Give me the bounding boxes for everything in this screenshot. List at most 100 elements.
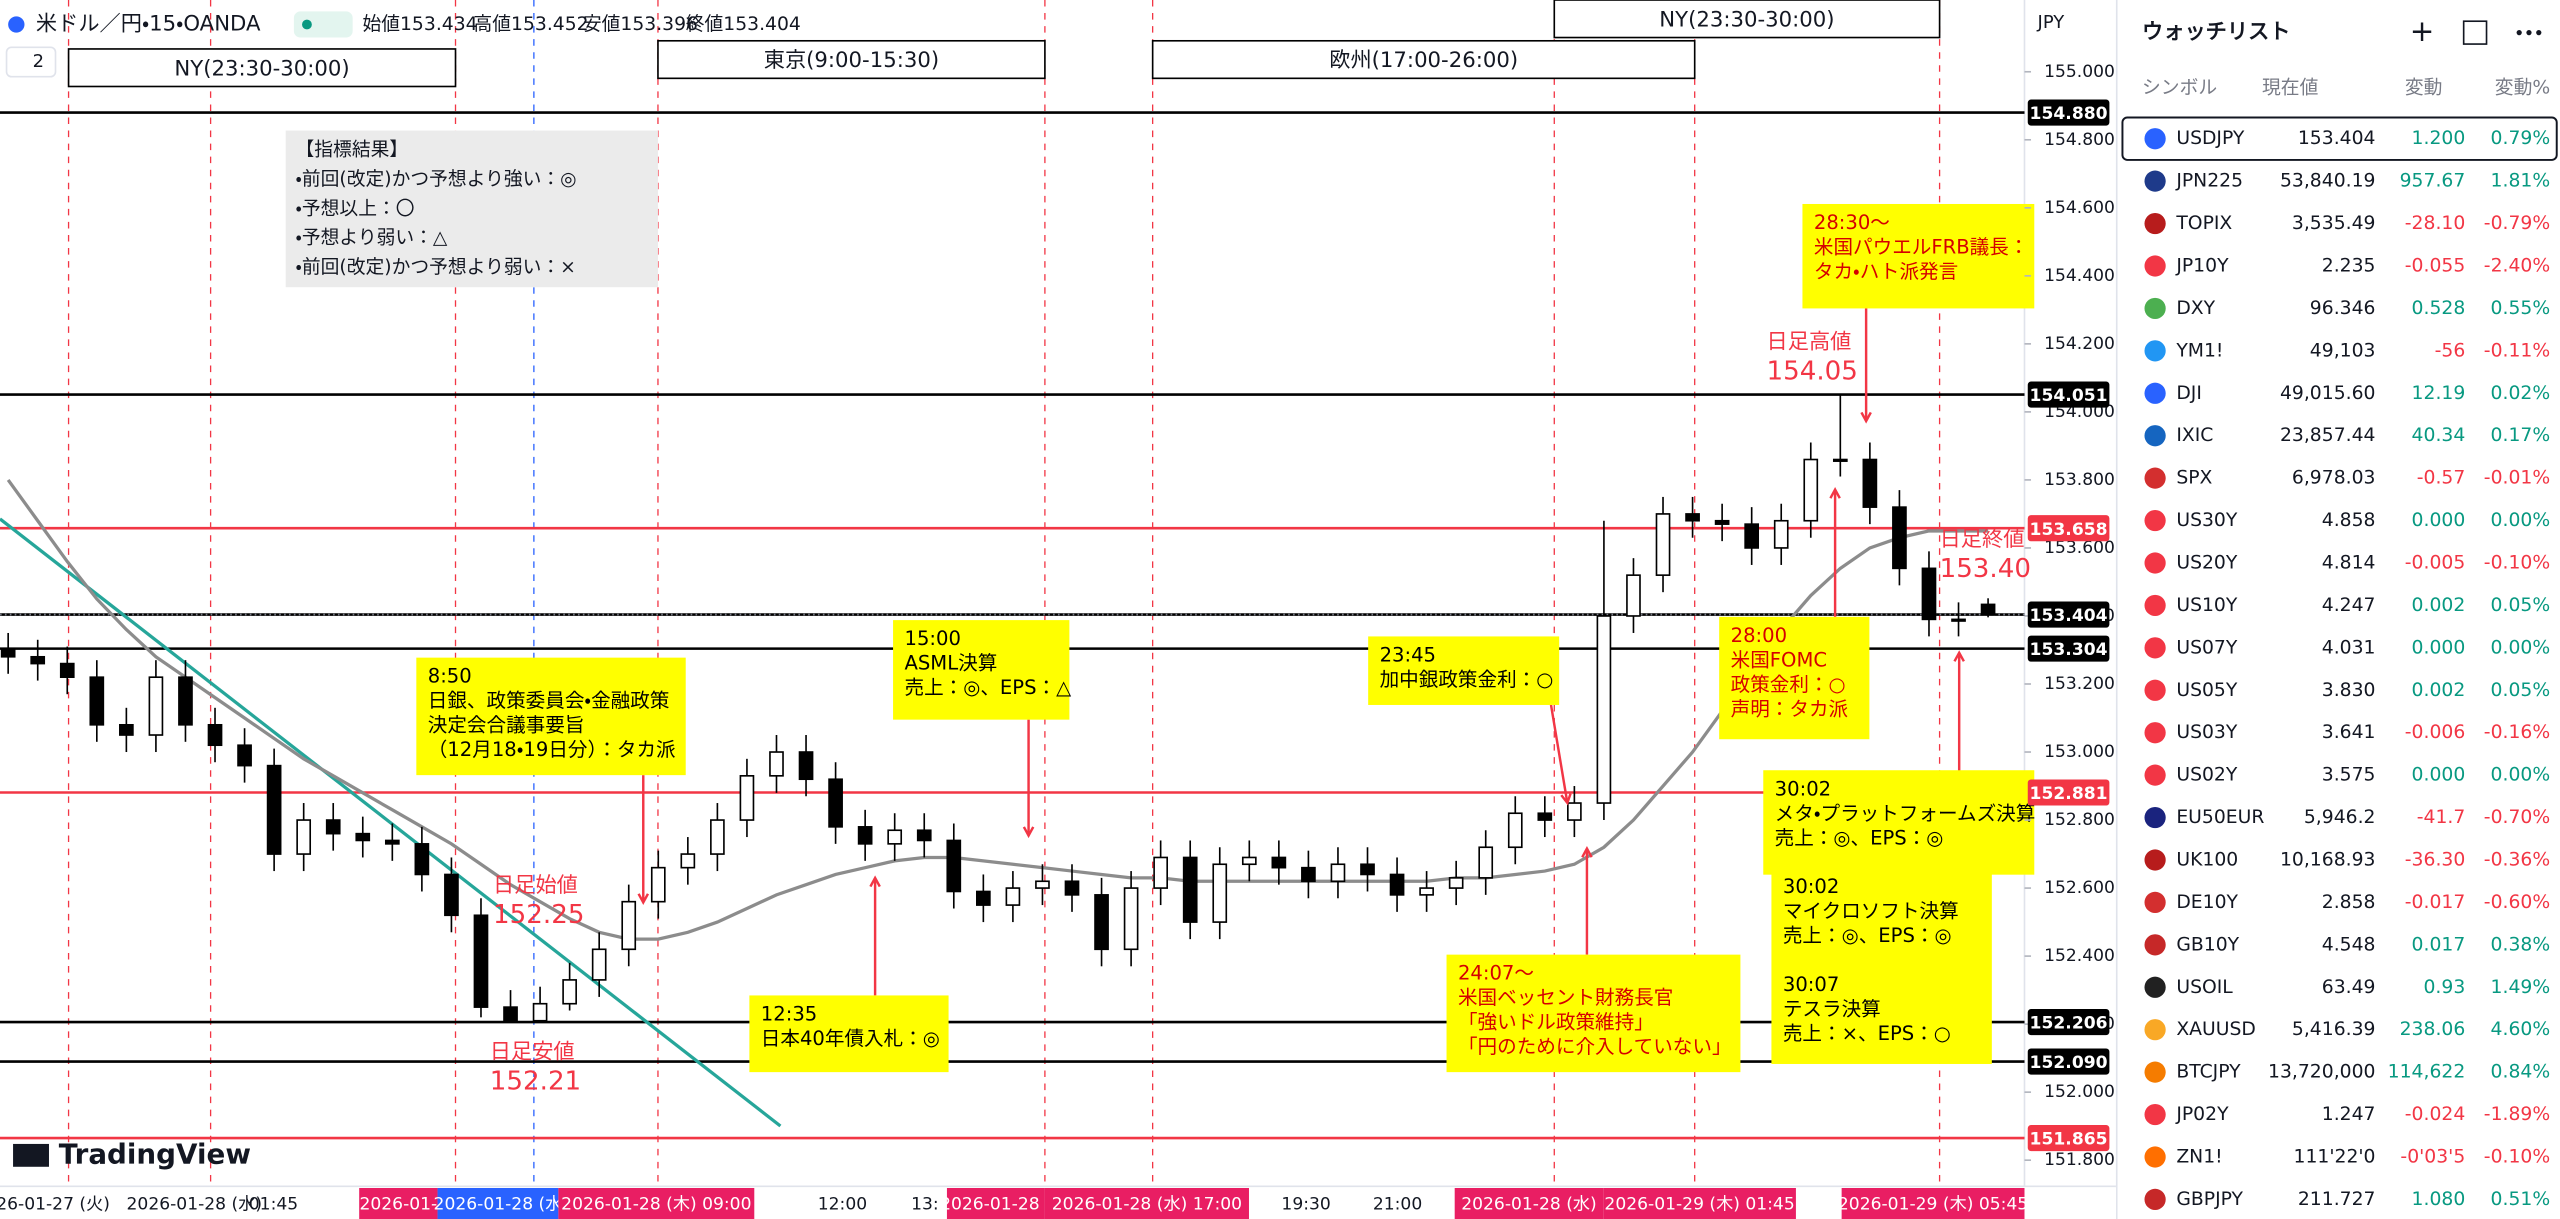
watch-change-pct: -0.79%	[2484, 213, 2550, 234]
symbol-logo	[2144, 976, 2166, 998]
watch-change-pct: 0.00%	[2491, 637, 2551, 658]
watch-symbol[interactable]: USOIL	[2176, 977, 2233, 998]
watchlist-title[interactable]: ウォッチリスト	[2142, 20, 2290, 45]
annotation-text: タカ・ハト派発言	[1814, 260, 1958, 283]
layout-button[interactable]	[5, 46, 57, 78]
ohlc-value: 高値153.452	[473, 13, 588, 35]
y-tick-label: 154.600	[2044, 198, 2115, 218]
candle-body	[1389, 873, 1405, 896]
watch-symbol[interactable]: JP10Y	[2175, 255, 2229, 276]
watch-change: -0.006	[2405, 722, 2466, 743]
watch-symbol[interactable]: UK100	[2176, 849, 2238, 870]
status-dot	[302, 19, 312, 30]
arrow-head	[637, 893, 650, 905]
watch-symbol[interactable]: US03Y	[2176, 722, 2238, 743]
day-label-value: 152.25	[493, 900, 584, 930]
watch-price: 1.247	[2322, 1104, 2376, 1125]
watch-change-pct: -0.70%	[2484, 807, 2550, 828]
candle-body	[444, 873, 459, 917]
ohlc-value: 始値153.434	[362, 13, 477, 35]
watch-symbol[interactable]: US02Y	[2176, 765, 2238, 786]
symbol-logo	[2144, 467, 2166, 489]
time-label: 19:30	[1281, 1194, 1330, 1214]
watch-symbol[interactable]: GB10Y	[2176, 934, 2239, 955]
brand-mark	[13, 1143, 49, 1167]
watch-symbol[interactable]: USDJPY	[2176, 128, 2245, 149]
menu-dot[interactable]	[2526, 30, 2532, 36]
watch-symbol[interactable]: XAUUSD	[2176, 1019, 2256, 1040]
annotation-text: 24:07～	[1458, 962, 1534, 985]
candle-body	[0, 649, 16, 658]
watch-symbol[interactable]: US30Y	[2176, 510, 2238, 531]
session-box	[1151, 39, 1696, 80]
layout-icon[interactable]	[2462, 20, 2488, 45]
candle-body	[1567, 802, 1582, 821]
watch-symbol[interactable]: SPX	[2176, 468, 2212, 489]
price-tag	[2027, 381, 2110, 408]
price-tag-label: 153.304	[2030, 640, 2108, 660]
symbol-logo	[2144, 382, 2166, 404]
watch-price: 5,946.2	[2304, 807, 2376, 828]
watch-symbol[interactable]: US20Y	[2176, 552, 2238, 573]
watch-symbol[interactable]: YM1!	[2175, 340, 2223, 361]
menu-dot[interactable]	[2536, 30, 2542, 36]
y-tick-label: 153.000	[2044, 742, 2115, 762]
watch-price: 10,168.93	[2280, 849, 2376, 870]
price-tag	[2027, 635, 2110, 662]
watch-change-pct: 4.60%	[2491, 1019, 2551, 1040]
candle-body	[887, 829, 903, 845]
watch-symbol[interactable]: DE10Y	[2176, 892, 2238, 913]
time-label: 2026-01-29 (木) 05:45	[1838, 1194, 2028, 1214]
watch-change: 0.017	[2412, 934, 2466, 955]
candle-body	[1655, 513, 1671, 576]
watch-symbol[interactable]: US07Y	[2176, 637, 2238, 658]
candle-body	[59, 662, 75, 679]
watch-change-pct: 1.81%	[2491, 171, 2551, 192]
arrow-head	[1022, 826, 1035, 839]
arrow-head	[1560, 793, 1572, 806]
watch-symbol[interactable]: BTCJPY	[2176, 1062, 2241, 1083]
session-label: 東京(9:00-15:30)	[764, 48, 939, 73]
watch-change: 114,622	[2388, 1062, 2466, 1083]
annotation-text: 30:02	[1775, 777, 1831, 800]
watch-price: 211.727	[2298, 1189, 2376, 1210]
candle-body	[1241, 856, 1257, 866]
annotation-text: 「円のために介入していない」	[1458, 1035, 1732, 1058]
candle-body	[1330, 863, 1346, 883]
candle-body	[1626, 574, 1641, 617]
day-label-value: 153.40	[1940, 554, 2031, 584]
watch-symbol[interactable]: ZN1!	[2176, 1146, 2222, 1167]
day-label-value: 154.05	[1767, 357, 1858, 387]
legend-line: ・前回(改定)かつ予想より強い：◎	[296, 168, 577, 190]
watch-symbol[interactable]: DXY	[2176, 298, 2215, 319]
time-label: 2026-01-	[359, 1194, 437, 1214]
y-tick-label: 153.200	[2044, 674, 2115, 694]
currency-label: JPY	[2037, 12, 2065, 33]
annotation-box	[1446, 954, 1741, 1073]
watch-symbol[interactable]: GBPJPY	[2176, 1189, 2243, 1210]
price-tag-label: 154.880	[2030, 104, 2108, 124]
watch-symbol[interactable]: US10Y	[2176, 595, 2238, 616]
watch-symbol[interactable]: JP02Y	[2175, 1104, 2229, 1125]
symbol-logo	[2144, 722, 2166, 744]
watch-symbol[interactable]: IXIC	[2176, 425, 2213, 446]
watch-symbol[interactable]: JPN225	[2175, 171, 2243, 192]
watch-change-pct: -0.60%	[2484, 892, 2550, 913]
watch-change-pct: -0.11%	[2484, 340, 2550, 361]
time-label: 2026-01-28 (木) 09:00	[561, 1194, 751, 1214]
price-tag	[2027, 99, 2110, 126]
watch-symbol[interactable]: DJI	[2176, 383, 2202, 404]
watch-symbol[interactable]: US05Y	[2176, 680, 2238, 701]
candle-body	[355, 832, 371, 842]
candle-body	[1892, 506, 1907, 570]
watch-symbol[interactable]: EU50EUR	[2176, 807, 2264, 828]
moving-average	[6, 478, 1989, 941]
watch-symbol[interactable]: TOPIX	[2175, 213, 2232, 234]
candle-body	[1921, 567, 1937, 621]
add-button[interactable]: +	[2410, 14, 2435, 48]
annotation-text: 米国FOMC	[1731, 648, 1827, 671]
annotation-box	[416, 657, 686, 776]
menu-dot[interactable]	[2516, 30, 2522, 36]
candle-body	[1094, 894, 1109, 951]
price-tag	[2027, 515, 2110, 542]
